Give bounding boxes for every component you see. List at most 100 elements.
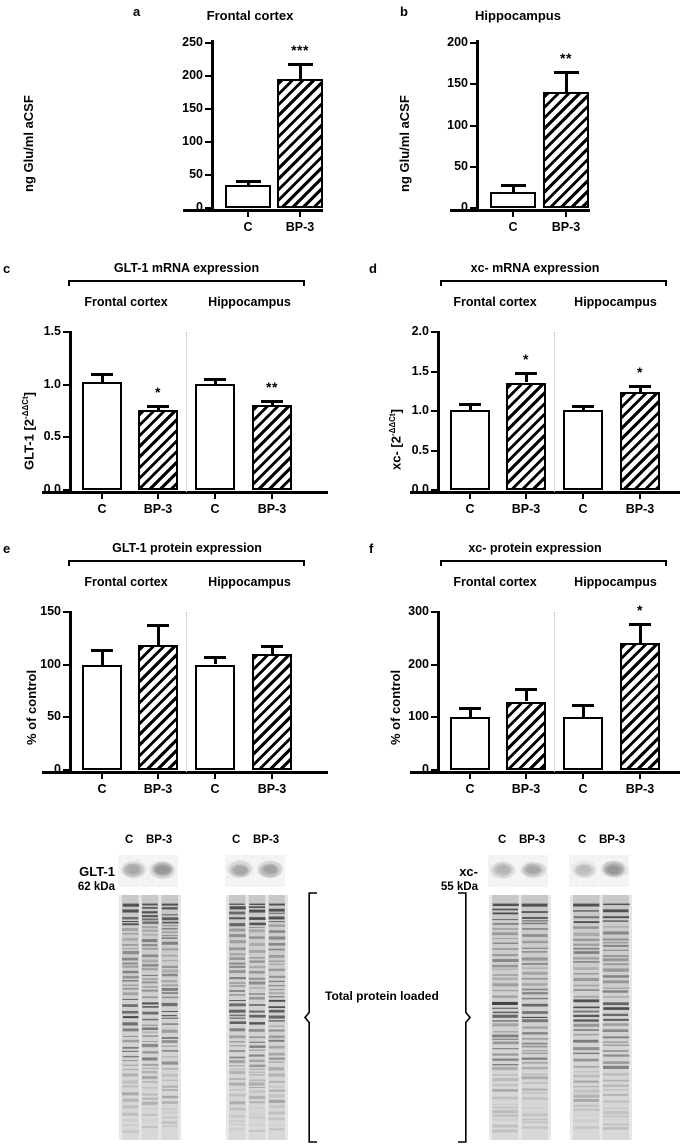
panel-f-errorbar-cap-1 <box>515 688 537 691</box>
panel-e-yticklabel-2: 100 <box>40 657 61 671</box>
panel-c-ytick-2 <box>63 384 70 386</box>
panel-e-xlabel-0: C <box>97 782 107 796</box>
panel-f-xlabel-0: C <box>465 782 475 796</box>
panel-e-bar-2 <box>195 665 235 770</box>
gel-xc-hippocampus <box>570 895 632 1140</box>
panel-f-significance-3: * <box>637 602 643 618</box>
panel-c-yticklabel-3: 1.5 <box>43 324 61 338</box>
panel-f-ytick-3 <box>431 611 438 613</box>
blot-left-lane1-label: C <box>125 834 134 846</box>
panel-e-x-axis <box>42 771 328 774</box>
panel-e-errorbar-stem-1 <box>157 624 160 645</box>
panel-c-xtick-0 <box>101 492 103 499</box>
panel-a-title: Frontal cortex <box>206 8 294 23</box>
blot-right-protein-mass: 55 kDa <box>440 881 478 894</box>
panel-c-ylabel-base: GLT-1 [2 <box>21 418 37 470</box>
panel-c-yticklabel-1: 0.5 <box>43 429 61 443</box>
panel-c-bar-2 <box>195 384 235 490</box>
panel-b-yticklabel-1: 50 <box>454 159 468 173</box>
panel-f-yticklabel-1: 100 <box>408 709 429 723</box>
panel-a-yticklabel-3: 150 <box>182 101 203 115</box>
panel-d-yticklabel-0: 0.0 <box>411 482 429 496</box>
panel-d-xtick-3 <box>639 492 641 499</box>
panel-c-xtick-3 <box>271 492 273 499</box>
panel-e-yticklabel-1: 50 <box>47 709 61 723</box>
panel-b-xtick-1 <box>565 210 567 217</box>
panel-c-bar-3 <box>252 405 292 490</box>
blot-left-lane2-label: BP-3 <box>146 834 173 846</box>
panel-a-xlabel-1: BP-3 <box>285 220 315 234</box>
panel-d-bar-3 <box>620 392 660 490</box>
panel-f-errorbar-cap-3 <box>629 623 651 626</box>
panel-d-ytick-3 <box>431 371 438 373</box>
panel-a-yticklabel-0: 0 <box>196 200 203 214</box>
panel-e-xtick-3 <box>271 772 273 779</box>
panel-b-xlabel-0: C <box>508 220 518 234</box>
panel-d-group-title: xc- mRNA expression <box>470 261 600 275</box>
panel-a-yticklabel-1: 50 <box>189 167 203 181</box>
panel-d-group-bracket <box>440 280 667 286</box>
panel-f-errorbar-stem-3 <box>639 623 642 643</box>
panel-c-group-divider <box>186 332 187 492</box>
panel-d-yticklabel-1: 0.5 <box>411 443 429 457</box>
panel-c-group-bracket <box>68 280 305 286</box>
panel-b-errorbar-stem-1 <box>565 71 568 92</box>
panel-letter-c: c <box>3 261 11 276</box>
blot-left-protein-label: GLT-1 62 kDa <box>10 864 115 895</box>
panel-d-group-divider <box>554 332 555 492</box>
blot-left2-lane1-label: C <box>232 834 241 846</box>
panel-c-xlabel-0: C <box>97 502 107 516</box>
panel-a-xtick-1 <box>299 210 301 217</box>
panel-c-xtick-2 <box>214 492 216 499</box>
panel-f-yticklabel-3: 300 <box>408 604 429 618</box>
panel-d-x-axis <box>410 491 680 494</box>
panel-b-bar-1 <box>543 92 589 208</box>
panel-d-errorbar-cap-3 <box>629 385 651 388</box>
panel-a-errorbar-stem-1 <box>299 63 302 79</box>
panel-e-xlabel-3: BP-3 <box>257 782 287 796</box>
panel-e-group-bracket <box>68 560 305 566</box>
panel-d-yticklabel-3: 1.5 <box>411 364 429 378</box>
panel-c-yticklabel-2: 1.0 <box>43 377 61 391</box>
panel-c-ytick-3 <box>63 331 70 333</box>
blot-glt1-frontal-cortex-bands <box>118 855 179 888</box>
panel-e-xlabel-2: C <box>210 782 220 796</box>
panel-b-yticklabel-2: 100 <box>447 118 468 132</box>
panel-e-errorbar-stem-0 <box>101 649 104 665</box>
panel-b-x-axis <box>450 209 590 212</box>
panel-d-ylabel: xc- [2-ΔΔCt] <box>388 409 403 470</box>
blot-left-protein-name: GLT-1 <box>79 864 115 879</box>
panel-d-errorbar-cap-2 <box>572 405 594 408</box>
blot-right2-lane1-label: C <box>578 834 587 846</box>
blot-xc-hippocampus-bands <box>569 854 630 888</box>
panel-a-ytick-0 <box>205 207 212 209</box>
panel-d-xtick-0 <box>469 492 471 499</box>
panel-b-xtick-0 <box>512 210 514 217</box>
panel-letter-e: e <box>3 541 11 556</box>
total-protein-loaded-label: Total protein loaded <box>325 989 439 1003</box>
blot-right-protein-name: xc- <box>459 864 478 879</box>
panel-f-errorbar-stem-0 <box>469 707 472 718</box>
panel-c-ylabel-tail: ] <box>21 392 37 397</box>
panel-c-errorbar-cap-3 <box>261 400 283 403</box>
panel-a-errorbar-cap-0 <box>235 180 261 183</box>
panel-b-yticklabel-3: 150 <box>447 76 468 90</box>
panel-d-xlabel-0: C <box>465 502 475 516</box>
panel-e-xlabel-1: BP-3 <box>143 782 173 796</box>
panel-f-errorbar-cap-0 <box>459 707 481 710</box>
panel-c-ytick-1 <box>63 436 70 438</box>
panel-c-errorbar-stem-3 <box>271 400 274 405</box>
panel-d-yticklabel-4: 2.0 <box>411 324 429 338</box>
panel-c-region-frontal-cortex: Frontal cortex <box>84 295 168 309</box>
blot-right-protein-label: xc- 55 kDa <box>398 864 478 895</box>
panel-f-xlabel-1: BP-3 <box>511 782 541 796</box>
panel-c-group-title: GLT-1 mRNA expression <box>113 261 260 275</box>
panel-b-xlabel-1: BP-3 <box>551 220 581 234</box>
blot-right-lane2-label: BP-3 <box>519 834 546 846</box>
panel-f-xtick-3 <box>639 772 641 779</box>
panel-b-title: Hippocampus <box>475 8 561 23</box>
panel-e-ytick-0 <box>63 769 70 771</box>
panel-c-errorbar-stem-1 <box>157 405 160 410</box>
panel-e-ytick-2 <box>63 664 70 666</box>
panel-f-bar-3 <box>620 643 660 770</box>
